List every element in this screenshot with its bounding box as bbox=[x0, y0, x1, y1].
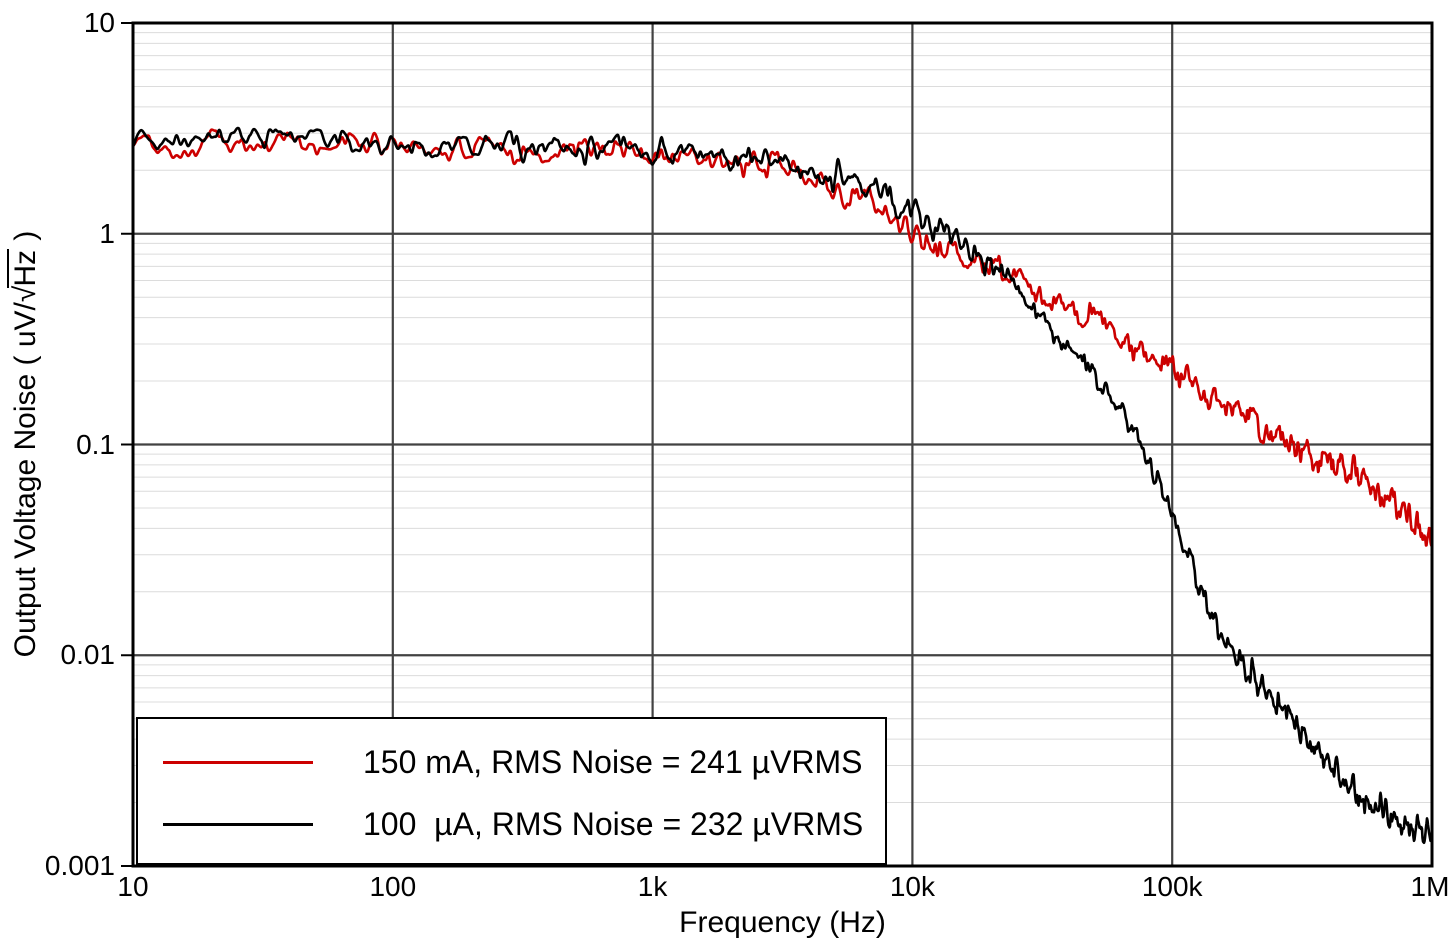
legend-line-sample-red bbox=[163, 760, 313, 764]
y-tick-label-0.001: 0.001 bbox=[44, 850, 115, 881]
sqrt-radicand: Hz bbox=[7, 248, 42, 288]
legend-entry-100uA: 100 µA, RMS Noise = 232 µVRMS bbox=[138, 798, 863, 850]
y-tick-label-1: 1 bbox=[99, 217, 115, 249]
y-axis-title: Output Voltage Noise ( uV/√Hz ) bbox=[6, 144, 46, 744]
x-tick-label-100: 100 bbox=[369, 871, 417, 902]
x-tick-label-100k: 100k bbox=[1141, 871, 1203, 902]
legend-entry-150mA: 150 mA, RMS Noise = 241 µVRMS bbox=[138, 736, 863, 788]
legend-label-150mA: 150 mA, RMS Noise = 241 µVRMS bbox=[363, 743, 863, 780]
legend-line-sample-black bbox=[163, 822, 313, 826]
x-tick-label-1k: 1k bbox=[637, 871, 668, 902]
sqrt-symbol: √ bbox=[9, 287, 42, 303]
legend-label-100uA: 100 µA, RMS Noise = 232 µVRMS bbox=[363, 805, 864, 842]
y-tick-label-10: 10 bbox=[83, 7, 115, 38]
series-line-150-mA bbox=[133, 128, 1432, 548]
y-axis-title-suffix: ) bbox=[9, 230, 42, 249]
x-tick-label-1M: 1M bbox=[1410, 871, 1450, 902]
x-tick-label-10k: 10k bbox=[889, 871, 935, 902]
x-tick-label-10: 10 bbox=[117, 871, 149, 902]
curves bbox=[133, 126, 1432, 845]
y-tick-label-0.1: 0.1 bbox=[76, 428, 115, 460]
x-axis-title: Frequency (Hz) bbox=[679, 906, 886, 939]
legend: 150 mA, RMS Noise = 241 µVRMS 100 µA, RM… bbox=[136, 717, 887, 865]
series-line-100-µA bbox=[133, 126, 1432, 845]
y-tick-label-0.01: 0.01 bbox=[60, 639, 116, 671]
y-axis-title-text: Output Voltage Noise ( uV/ bbox=[9, 302, 42, 658]
